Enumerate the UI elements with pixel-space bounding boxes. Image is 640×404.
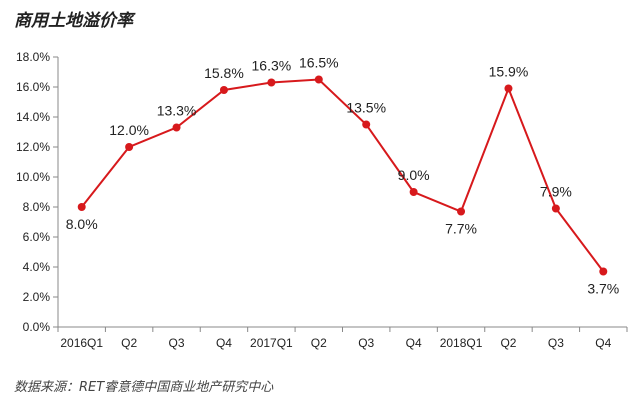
data-label: 13.5% [346, 100, 386, 116]
x-tick-label: Q2 [311, 336, 327, 350]
data-point [409, 188, 418, 196]
data-point [172, 123, 181, 132]
x-tick-label: Q3 [358, 336, 374, 350]
data-label: 9.0% [398, 167, 430, 183]
data-point [362, 120, 371, 129]
y-tick-label: 8.0% [23, 200, 51, 214]
data-point [599, 267, 608, 276]
data-label: 16.5% [299, 55, 339, 71]
chart-title: 商用土地溢价率 [14, 11, 133, 31]
data-label: 15.8% [204, 65, 244, 81]
data-label: 7.7% [445, 221, 477, 237]
data-point [504, 84, 513, 93]
data-point [457, 207, 466, 216]
x-tick-label: Q3 [548, 336, 564, 350]
data-labels: 8.0% 12.0% 13.3% 15.8% 16.3% 16.5% 13.5% 9.0% 7.… [66, 55, 620, 297]
y-tick-label: 12.0% [16, 140, 50, 154]
y-tick-label: 14.0% [16, 110, 50, 124]
x-tick-label: Q2 [121, 336, 137, 350]
y-tick-label: 18.0% [16, 50, 50, 64]
y-tick-label: 6.0% [23, 230, 51, 244]
data-points [77, 75, 608, 276]
x-tick-label: Q4 [216, 336, 232, 350]
source-note: 数据来源：RET睿意德中国商业地产研究中心 [14, 380, 274, 395]
y-axis-ticks: 0.0% 2.0% 4.0% 6.0% 8.0% 10.0% 12.0% 14.0% 16.0%… [16, 50, 58, 334]
x-tick-label: 2016Q1 [60, 336, 103, 350]
data-point [125, 143, 134, 151]
data-label: 3.7% [587, 281, 619, 297]
data-point [314, 75, 323, 84]
data-point [551, 204, 560, 213]
y-tick-label: 10.0% [16, 170, 50, 184]
y-tick-label: 2.0% [23, 290, 51, 304]
x-tick-label: 2018Q1 [440, 336, 483, 350]
x-axis-ticks: 2016Q1 Q2 Q3 Q4 2017Q1 Q2 Q3 Q4 2018Q1 Q2 Q3 Q4 [57, 327, 628, 350]
data-point [219, 86, 228, 94]
y-tick-label: 0.0% [23, 320, 51, 334]
data-label: 16.3% [252, 58, 292, 74]
data-label: 8.0% [66, 216, 98, 232]
x-tick-label: Q4 [595, 336, 611, 350]
data-label: 15.9% [489, 64, 529, 80]
series-line [80, 78, 605, 273]
y-tick-label: 16.0% [16, 80, 50, 94]
x-tick-label: Q4 [406, 336, 422, 350]
data-point [267, 78, 276, 87]
x-tick-label: Q3 [169, 336, 185, 350]
data-point [77, 203, 86, 211]
data-label: 13.3% [157, 103, 197, 119]
y-tick-label: 4.0% [23, 260, 51, 274]
x-tick-label: Q2 [500, 336, 516, 350]
x-tick-label: 2017Q1 [250, 336, 293, 350]
data-label: 7.9% [540, 184, 572, 200]
data-label: 12.0% [109, 122, 149, 138]
